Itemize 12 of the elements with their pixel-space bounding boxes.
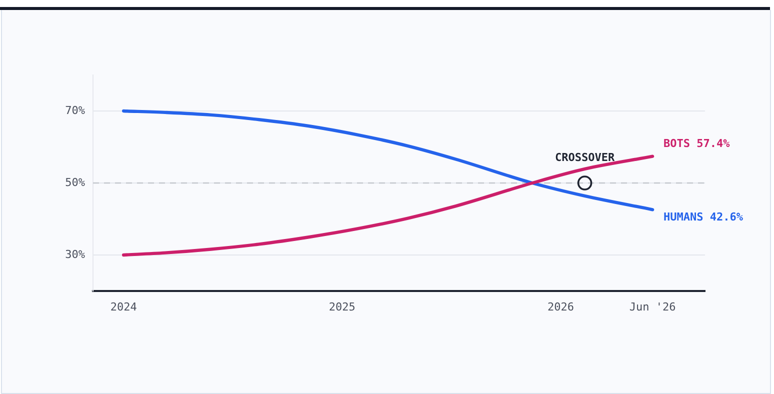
- annotation: CROSSOVER: [554, 151, 615, 164]
- y-tick-label: 30%: [65, 248, 86, 261]
- x-tick-label: 2026: [547, 300, 574, 314]
- y-tick-label: 70%: [65, 104, 86, 117]
- text: HUMANS 42.6%: [664, 210, 744, 224]
- line-series: [122, 154, 654, 257]
- x-tick-label: 2024: [110, 300, 138, 314]
- text: BOTS 57.4%: [664, 137, 730, 150]
- x-tick-label: Jun '26: [629, 300, 676, 314]
- x-tick-label: 2025: [328, 300, 356, 314]
- y-tick-label: 50%: [65, 176, 86, 189]
- line-series: [122, 109, 654, 212]
